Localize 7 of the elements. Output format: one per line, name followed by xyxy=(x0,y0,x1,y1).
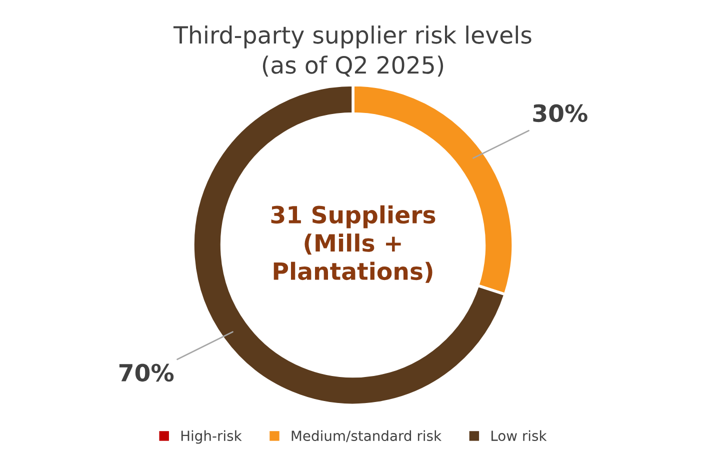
legend-label: Low risk xyxy=(492,430,547,442)
data-label: 30% xyxy=(533,104,588,122)
legend-label: Medium/standard risk xyxy=(292,430,442,442)
chart-title: Third-party supplier risk levels (as of Q2 2025) xyxy=(173,26,532,77)
legend-label: High-risk xyxy=(181,430,242,444)
text: 31 Suppliers (Mills + Plantations) xyxy=(271,205,436,283)
data-label: 70% xyxy=(119,364,174,382)
